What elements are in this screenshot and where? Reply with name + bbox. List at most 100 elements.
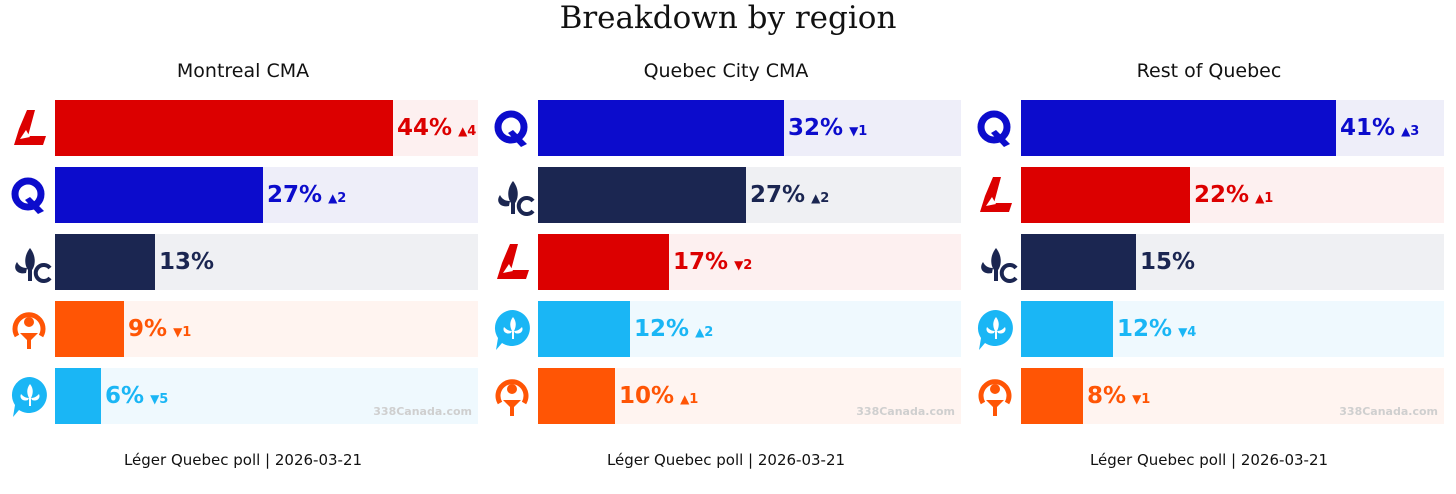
plq-logo-icon — [8, 106, 52, 150]
pq-logo-icon — [8, 173, 52, 217]
bar-track: 13% — [55, 234, 478, 290]
bar-value-label: 9% — [128, 316, 168, 342]
triangle-down-icon: ▼ — [1132, 392, 1142, 406]
plq-logo-icon — [491, 240, 535, 284]
bar-row: 10% ▲1 338Canada.com — [491, 368, 961, 424]
caq-logo-icon — [491, 173, 535, 217]
change-value: 2 — [743, 258, 753, 273]
bar-value-label: 8% — [1087, 383, 1127, 409]
bar-row: 15% — [974, 234, 1444, 290]
region-panel: Quebec City CMA 32% ▼1 27% ▲2 17% ▼2 12% ▲2 10% ▲1… — [491, 58, 961, 488]
bar-data-label: 6% ▼5 — [105, 368, 168, 424]
bar-value-label: 6% — [105, 383, 145, 409]
bar-track: 41% ▲3 — [1021, 100, 1444, 156]
pcq-logo-icon — [8, 374, 52, 418]
change-label: ▲2 — [695, 325, 713, 340]
bar-data-label: 32% ▼1 — [788, 100, 867, 156]
triangle-up-icon: ▲ — [328, 191, 338, 205]
qs-logo-icon — [491, 374, 535, 418]
triangle-down-icon: ▼ — [150, 392, 160, 406]
change-value: 1 — [1264, 191, 1274, 206]
panel-title: Quebec City CMA — [643, 60, 809, 82]
change-label: ▼2 — [734, 258, 752, 273]
change-value: 2 — [704, 325, 714, 340]
change-label: ▲2 — [811, 191, 829, 206]
bar-row: 12% ▲2 — [491, 301, 961, 357]
bar-track: 9% ▼1 — [55, 301, 478, 357]
region-panel: Rest of Quebec 41% ▲3 22% ▲1 15% 12% ▼4 8% ▼1 338C… — [974, 58, 1444, 488]
watermark: 338Canada.com — [1339, 405, 1438, 418]
bar-track: 22% ▲1 — [1021, 167, 1444, 223]
bar-data-label: 12% ▲2 — [634, 301, 713, 357]
change-value: 1 — [182, 325, 192, 340]
pq-logo-icon — [491, 106, 535, 150]
triangle-up-icon: ▲ — [695, 325, 705, 339]
triangle-down-icon: ▼ — [1178, 325, 1188, 339]
pcq-logo-icon — [974, 307, 1018, 351]
bar-row: 13% — [8, 234, 478, 290]
pq-logo-icon — [974, 106, 1018, 150]
bar — [55, 301, 124, 357]
bar — [1021, 167, 1190, 223]
bar-data-label: 27% ▲2 — [750, 167, 829, 223]
bar-row: 32% ▼1 — [491, 100, 961, 156]
change-label: ▲2 — [328, 191, 346, 206]
bar-value-label: 12% — [1117, 316, 1173, 342]
triangle-up-icon: ▲ — [811, 191, 821, 205]
bar-data-label: 8% ▼1 — [1087, 368, 1150, 424]
bar-track: 8% ▼1 338Canada.com — [1021, 368, 1444, 424]
bar-value-label: 32% — [788, 115, 844, 141]
bar-value-label: 12% — [634, 316, 690, 342]
bar-row: 12% ▼4 — [974, 301, 1444, 357]
bar-track: 32% ▼1 — [538, 100, 961, 156]
change-value: 1 — [858, 124, 868, 139]
bar-track: 27% ▲2 — [55, 167, 478, 223]
change-value: 1 — [689, 392, 699, 407]
watermark: 338Canada.com — [373, 405, 472, 418]
triangle-down-icon: ▼ — [849, 124, 859, 138]
poll-source-footer: Léger Quebec poll | 2026-03-21 — [606, 451, 846, 469]
bar-data-label: 12% ▼4 — [1117, 301, 1196, 357]
bar-data-label: 10% ▲1 — [619, 368, 698, 424]
bar-track: 6% ▼5 338Canada.com — [55, 368, 478, 424]
bar — [538, 167, 746, 223]
bar-data-label: 15% — [1140, 234, 1195, 290]
change-value: 4 — [1187, 325, 1197, 340]
bar-row: 8% ▼1 338Canada.com — [974, 368, 1444, 424]
bar — [55, 368, 101, 424]
change-value: 3 — [1410, 124, 1420, 139]
bar-data-label: 9% ▼1 — [128, 301, 191, 357]
bar-row: 27% ▲2 — [8, 167, 478, 223]
bar-data-label: 41% ▲3 — [1340, 100, 1419, 156]
triangle-up-icon: ▲ — [458, 124, 468, 138]
change-value: 2 — [337, 191, 347, 206]
triangle-up-icon: ▲ — [1401, 124, 1411, 138]
change-label: ▼1 — [1132, 392, 1150, 407]
bar-data-label: 22% ▲1 — [1194, 167, 1273, 223]
plq-logo-icon — [974, 173, 1018, 217]
change-value: 2 — [820, 191, 830, 206]
change-label: ▼4 — [1178, 325, 1196, 340]
region-panel: Montreal CMA 44% ▲4 27% ▲2 13% 9% ▼1 6% ▼5 338Cana… — [8, 58, 478, 488]
change-value: 4 — [467, 124, 477, 139]
triangle-up-icon: ▲ — [1255, 191, 1265, 205]
bar-value-label: 15% — [1140, 249, 1196, 275]
bar — [1021, 234, 1136, 290]
bar-data-label: 13% — [159, 234, 214, 290]
poll-source-footer: Léger Quebec poll | 2026-03-21 — [123, 451, 363, 469]
bar — [1021, 301, 1113, 357]
caq-logo-icon — [8, 240, 52, 284]
change-value: 5 — [159, 392, 169, 407]
bar-row: 41% ▲3 — [974, 100, 1444, 156]
panel-title: Montreal CMA — [176, 60, 310, 82]
pcq-logo-icon — [491, 307, 535, 351]
bar-data-label: 17% ▼2 — [673, 234, 752, 290]
change-label: ▼5 — [150, 392, 168, 407]
bar — [1021, 100, 1336, 156]
bar — [538, 301, 630, 357]
qs-logo-icon — [974, 374, 1018, 418]
bar-value-label: 44% — [397, 115, 453, 141]
change-label: ▲1 — [680, 392, 698, 407]
bar-value-label: 10% — [619, 383, 675, 409]
bar-data-label: 27% ▲2 — [267, 167, 346, 223]
